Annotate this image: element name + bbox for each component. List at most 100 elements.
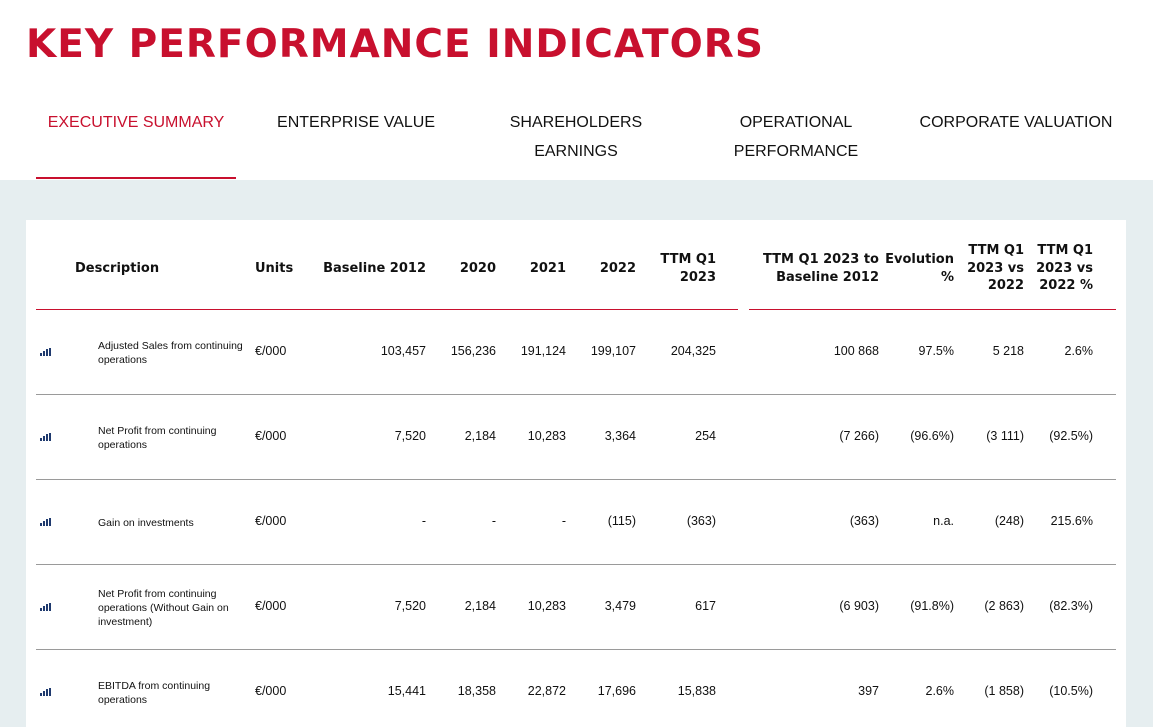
cell-baseline-2012: 7,520 bbox=[394, 598, 426, 613]
tab-label: ENTERPRISE VALUE bbox=[277, 114, 435, 131]
header-line: Evolution bbox=[885, 252, 954, 267]
row-description-line: operations bbox=[98, 353, 148, 366]
row-description-line: Gain on investments bbox=[98, 516, 194, 529]
cell-2020: - bbox=[491, 513, 496, 528]
cell-ttm-vs-2022-pct: 2.6% bbox=[1064, 343, 1094, 358]
tab-operational-performance[interactable]: OPERATIONAL PERFORMANCE bbox=[696, 108, 896, 166]
cell-ttm-vs-2022: (1 858) bbox=[984, 683, 1024, 698]
header-ttm-vs-2022-pct: TTM Q1 2023 vs 2022 % bbox=[1033, 242, 1093, 295]
header-line: TTM Q1 bbox=[1037, 243, 1093, 258]
cell-2022: (115) bbox=[607, 513, 636, 528]
cell-2020: 2,184 bbox=[464, 428, 496, 443]
header-line: 2023 vs bbox=[967, 260, 1024, 276]
cell-2020: 2,184 bbox=[464, 598, 496, 613]
row-description-line: Net Profit from continuing bbox=[98, 424, 217, 437]
header-ttm-vs-2022: TTM Q1 2023 vs 2022 bbox=[964, 242, 1024, 295]
tab-shareholders-earnings[interactable]: SHAREHOLDERS EARNINGS bbox=[476, 108, 676, 166]
cell-ttm-vs-2022-pct: 215.6% bbox=[1050, 513, 1093, 528]
tab-label-line1: OPERATIONAL bbox=[739, 114, 853, 131]
bar-chart-icon[interactable] bbox=[40, 517, 52, 526]
cell-2022: 199,107 bbox=[590, 343, 636, 358]
cell-units: €/000 bbox=[255, 428, 287, 443]
cell-ttm-vs-2022: (248) bbox=[994, 513, 1024, 528]
row-divider bbox=[36, 649, 1116, 650]
cell-ttm-vs-2022: (2 863) bbox=[984, 598, 1024, 613]
cell-ttm-vs-baseline: (363) bbox=[849, 513, 879, 528]
row-divider bbox=[36, 394, 1116, 395]
cell-2022: 3,364 bbox=[604, 428, 636, 443]
tab-enterprise-value[interactable]: ENTERPRISE VALUE bbox=[256, 108, 456, 137]
row-description: Net Profit from continuing operations (Wi… bbox=[98, 587, 248, 629]
cell-2021: 191,124 bbox=[520, 343, 566, 358]
cell-evolution: 2.6% bbox=[925, 683, 955, 698]
bar-chart-icon[interactable] bbox=[40, 432, 52, 441]
header-units: Units bbox=[255, 261, 294, 276]
cell-ttm-q1-2023: 204,325 bbox=[670, 343, 716, 358]
bar-chart-icon[interactable] bbox=[40, 602, 52, 611]
header-line: 2023 vs bbox=[1036, 260, 1093, 276]
row-description-line: operations bbox=[98, 693, 148, 706]
cell-ttm-vs-baseline: 397 bbox=[858, 683, 879, 698]
cell-ttm-vs-2022: (3 111) bbox=[986, 428, 1024, 443]
cell-ttm-vs-baseline: (6 903) bbox=[839, 598, 879, 613]
cell-ttm-q1-2023: (363) bbox=[686, 513, 716, 528]
header-line: 2023 bbox=[679, 269, 716, 285]
header-divider-right bbox=[749, 309, 1116, 310]
cell-units: €/000 bbox=[255, 598, 287, 613]
tab-label-line2: PERFORMANCE bbox=[733, 143, 859, 160]
tab-label-line1: SHAREHOLDERS bbox=[509, 114, 643, 131]
header-evolution: Evolution % bbox=[884, 251, 954, 286]
header-2020: 2020 bbox=[459, 261, 496, 276]
active-tab-indicator bbox=[36, 177, 236, 179]
cell-ttm-vs-baseline: 100 868 bbox=[833, 343, 879, 358]
kpi-table-card: Description Units Baseline 2012 2020 202… bbox=[26, 220, 1126, 727]
row-description: EBITDA from continuing operations bbox=[98, 679, 248, 707]
cell-ttm-vs-2022-pct: (10.5%) bbox=[1049, 683, 1093, 698]
tab-label: CORPORATE VALUATION bbox=[919, 114, 1113, 131]
header-line: % bbox=[940, 269, 954, 285]
row-description: Net Profit from continuing operations bbox=[98, 424, 248, 452]
cell-2020: 156,236 bbox=[450, 343, 496, 358]
cell-ttm-q1-2023: 617 bbox=[695, 598, 716, 613]
row-description-line: operations bbox=[98, 438, 148, 451]
cell-ttm-q1-2023: 254 bbox=[695, 428, 716, 443]
header-ttm-vs-baseline: TTM Q1 2023 to Baseline 2012 bbox=[739, 251, 879, 286]
cell-2022: 3,479 bbox=[604, 598, 636, 613]
cell-units: €/000 bbox=[255, 343, 287, 358]
cell-ttm-q1-2023: 15,838 bbox=[677, 683, 716, 698]
header-line: TTM Q1 bbox=[660, 252, 716, 267]
cell-2021: 10,283 bbox=[527, 428, 566, 443]
cell-ttm-vs-2022-pct: (82.3%) bbox=[1049, 598, 1093, 613]
header-line: Baseline 2012 bbox=[776, 269, 879, 285]
cell-evolution: (96.6%) bbox=[910, 428, 954, 443]
tab-label-line2: EARNINGS bbox=[534, 143, 618, 160]
row-description-line: EBITDA from continuing bbox=[98, 679, 211, 692]
cell-2022: 17,696 bbox=[597, 683, 636, 698]
tab-label: EXECUTIVE SUMMARY bbox=[47, 114, 225, 131]
page-title: KEY PERFORMANCE INDICATORS bbox=[26, 22, 764, 67]
cell-ttm-vs-baseline: (7 266) bbox=[839, 428, 879, 443]
header-divider-left bbox=[36, 309, 738, 310]
bar-chart-icon[interactable] bbox=[40, 347, 52, 356]
tab-corporate-valuation[interactable]: CORPORATE VALUATION bbox=[913, 108, 1119, 137]
cell-evolution: 97.5% bbox=[918, 343, 954, 358]
cell-baseline-2012: 15,441 bbox=[387, 683, 426, 698]
row-description: Gain on investments bbox=[98, 516, 248, 530]
cell-2021: 22,872 bbox=[527, 683, 566, 698]
bar-chart-icon[interactable] bbox=[40, 687, 52, 696]
row-description-line: investment) bbox=[98, 615, 153, 628]
cell-evolution: n.a. bbox=[933, 513, 954, 528]
tab-executive-summary[interactable]: EXECUTIVE SUMMARY bbox=[36, 108, 236, 137]
cell-units: €/000 bbox=[255, 683, 287, 698]
header-2021: 2021 bbox=[529, 261, 566, 276]
row-description-line: Adjusted Sales from continuing bbox=[98, 339, 243, 352]
cell-baseline-2012: - bbox=[421, 513, 426, 528]
header-line: 2022 bbox=[987, 278, 1024, 293]
cell-evolution: (91.8%) bbox=[910, 598, 954, 613]
header-description: Description bbox=[75, 261, 160, 276]
row-divider bbox=[36, 479, 1116, 480]
cell-baseline-2012: 7,520 bbox=[394, 428, 426, 443]
cell-baseline-2012: 103,457 bbox=[380, 343, 426, 358]
row-divider bbox=[36, 564, 1116, 565]
header-line: 2022 % bbox=[1039, 278, 1093, 293]
